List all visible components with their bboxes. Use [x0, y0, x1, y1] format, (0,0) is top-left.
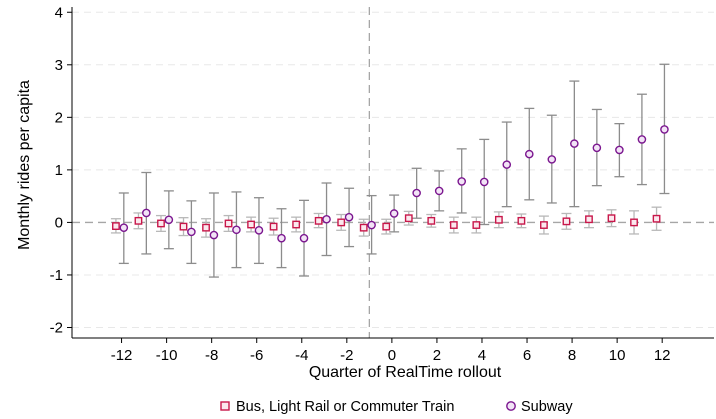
subway-point	[502, 160, 512, 169]
bus-rail-point	[179, 222, 188, 231]
x-tick-label: 2	[433, 347, 441, 364]
subway-point	[344, 212, 354, 222]
y-axis-title: Monthly rides per capita	[16, 80, 33, 250]
y-tick-label: 3	[55, 57, 63, 74]
x-tick-label: 6	[523, 347, 531, 364]
legend-label-bus-rail: Bus, Light Rail or Commuter Train	[236, 399, 454, 415]
y-tick-label: 1	[55, 162, 63, 179]
bus-rail-point	[202, 223, 210, 232]
x-tick-label: -8	[205, 347, 218, 364]
x-tick-label: 0	[388, 347, 396, 364]
subway-point	[209, 230, 219, 240]
subway-point	[322, 214, 331, 224]
x-tick-label: 4	[478, 347, 486, 364]
bus-rail-point	[652, 214, 661, 223]
bus-rail-point	[112, 222, 120, 230]
subway-point	[637, 135, 647, 144]
axes	[67, 7, 714, 343]
subway-point	[660, 125, 669, 134]
subway-point	[299, 233, 309, 243]
subway-point	[592, 143, 602, 153]
subway-point	[524, 149, 534, 159]
y-tick-label: 2	[55, 109, 63, 126]
subway-point	[119, 223, 129, 232]
subway-point	[187, 227, 196, 237]
subway-point	[434, 186, 444, 196]
bus-rail-point	[224, 219, 233, 228]
subway-point	[479, 177, 489, 187]
x-axis-title: Quarter of RealTime rollout	[309, 364, 502, 381]
bus-rail-point	[382, 222, 391, 231]
y-tick-labels: -2 -1 0 1 2 3 4	[50, 4, 63, 336]
x-tick-label: -4	[295, 347, 308, 364]
reference-lines	[72, 7, 714, 338]
legend-marker-subway	[506, 401, 516, 411]
x-tick-label: 10	[609, 347, 626, 364]
legend: Bus, Light Rail or Commuter Train Subway	[220, 399, 573, 415]
subway-point	[457, 177, 467, 186]
bus-rail-point	[630, 218, 638, 227]
bus-rail-point	[494, 215, 503, 224]
bus-rail-point	[247, 220, 255, 229]
bus-rail-point	[314, 216, 323, 225]
x-tick-label: -6	[250, 347, 263, 364]
x-tick-label: -2	[340, 347, 353, 364]
bus-rail-point	[517, 216, 526, 225]
x-tick-label: -10	[156, 347, 178, 364]
legend-label-subway: Subway	[521, 399, 573, 415]
bus-rail-point	[134, 216, 143, 225]
bus-rail-point	[585, 215, 593, 224]
y-tick-label: 0	[55, 214, 63, 231]
subway-point	[277, 233, 286, 243]
subway-point	[164, 215, 174, 225]
x-tick-labels: -12 -10 -8 -6 -4 -2 0 2 4 6 8 10 12	[111, 347, 671, 364]
bus-rail-point	[359, 223, 368, 232]
subway-point	[367, 220, 376, 230]
y-tick-label: 4	[55, 4, 63, 21]
subway-point	[389, 209, 399, 218]
bus-rail-point	[427, 216, 436, 225]
bus-rail-point	[157, 219, 165, 228]
bus-rail-point	[562, 217, 571, 226]
bus-rail-point	[337, 218, 346, 227]
subway-point	[232, 225, 241, 235]
subway-point	[615, 145, 624, 155]
x-tick-label: 8	[568, 347, 576, 364]
bus-rail-point	[292, 220, 301, 229]
bus-rail-point	[472, 221, 481, 229]
point-markers	[112, 125, 669, 243]
bus-rail-point	[540, 221, 548, 229]
subway-point	[547, 155, 557, 164]
subway-point	[254, 225, 264, 235]
y-tick-label: -2	[50, 319, 63, 336]
bus-rail-point	[449, 221, 458, 229]
subway-point	[412, 188, 421, 198]
bus-rail-point	[607, 214, 616, 223]
bus-rail-point	[404, 214, 413, 223]
subway-point	[142, 208, 151, 218]
bus-rail-point	[269, 222, 278, 231]
x-tick-label: 12	[654, 347, 671, 364]
legend-marker-bus-rail	[220, 401, 230, 411]
y-tick-label: -1	[50, 267, 63, 284]
x-tick-label: -12	[111, 347, 133, 364]
subway-point	[570, 139, 579, 148]
